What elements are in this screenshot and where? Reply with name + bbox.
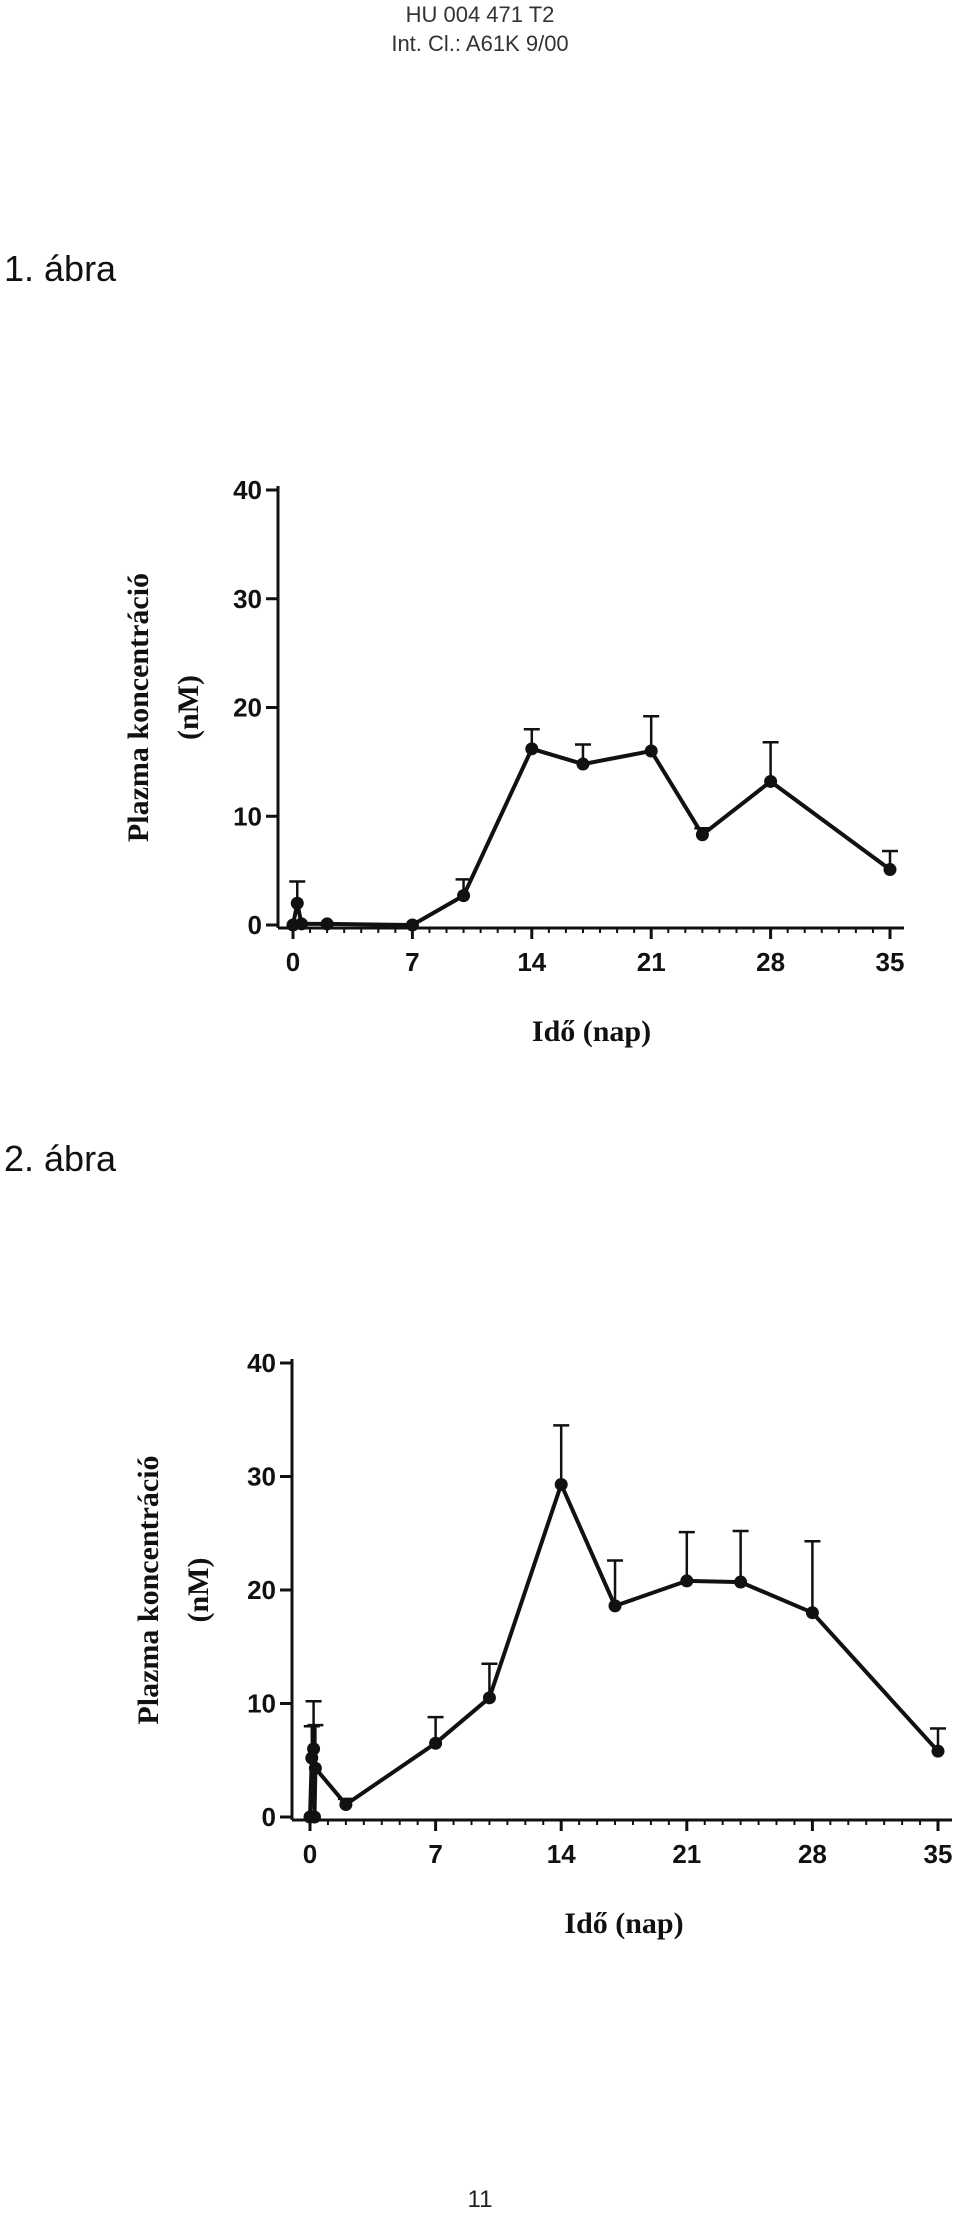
chart-2-data-point (734, 1575, 748, 1589)
chart-2-data-point (680, 1574, 694, 1588)
figure-2-chart: 0 10 20 30 40 0 7 14 21 28 35 Idő (nap) Plazma konce… (132, 1348, 953, 1940)
chart-2-x-tick-label: 28 (798, 1839, 827, 1869)
chart-1-x-tick-label: 14 (517, 947, 546, 977)
chart-2-x-tick-label: 35 (924, 1839, 953, 1869)
chart-1-x-tick-label: 0 (286, 947, 300, 977)
chart-2-y-axis-unit: (nM) (182, 1558, 215, 1623)
chart-1-data-point (644, 744, 658, 758)
patent-number: HU 004 471 T2 (405, 2, 555, 27)
chart-2-y-tick-label: 10 (247, 1689, 276, 1719)
chart-2-data-point (931, 1744, 945, 1758)
chart-1-y-tick-label: 30 (233, 584, 262, 614)
chart-2-data-point (307, 1742, 321, 1756)
figure-1-chart: 0 10 20 30 40 0 7 14 21 28 35 Idő (nap) Plazma konce… (122, 475, 905, 1048)
chart-2-data-point (805, 1606, 819, 1620)
chart-1-y-tick-label: 20 (233, 693, 262, 723)
chart-1-data-point (695, 828, 709, 842)
chart-1-series-line (291, 746, 892, 927)
chart-2-x-tick-label: 14 (547, 1839, 576, 1869)
chart-1-data-point (320, 917, 334, 931)
chart-1-x-axis-label: Idő (nap) (532, 1015, 651, 1048)
chart-1-y-axis-unit: (nM) (172, 675, 205, 740)
chart-1-x-tick-label: 7 (405, 947, 419, 977)
int-classification: Int. Cl.: A61K 9/00 (391, 31, 569, 56)
chart-1-data-point (883, 863, 897, 877)
chart-1-y-axis-label: Plazma koncentráció (122, 573, 155, 842)
chart-2-data-point (429, 1736, 443, 1750)
chart-2-data-point (307, 1810, 321, 1824)
page-number: 11 (467, 2186, 493, 2213)
chart-2-y-tick-label: 0 (262, 1802, 276, 1832)
chart-2-data-point (554, 1477, 568, 1491)
chart-2-y-tick-label: 30 (247, 1462, 276, 1492)
chart-2-x-tick-label: 0 (303, 1839, 317, 1869)
figure-2-label: 2. ábra (4, 1138, 117, 1179)
chart-2-series-line (308, 1482, 940, 1819)
chart-2-y-tick-label: 20 (247, 1575, 276, 1605)
chart-1-data-point (295, 917, 309, 931)
chart-1-y-tick-label: 10 (233, 801, 262, 831)
chart-2-data-point (482, 1691, 496, 1705)
chart-1-data-point (764, 774, 778, 788)
chart-2-data-point (339, 1798, 353, 1812)
chart-2-y-axis-label: Plazma koncentráció (132, 1455, 165, 1724)
chart-1-x-tick-label: 28 (756, 947, 785, 977)
chart-1-y-tick-label: 0 (248, 910, 262, 940)
chart-2-data-point (308, 1761, 322, 1775)
chart-1-data-point (576, 757, 590, 771)
chart-1-data-point (525, 742, 539, 756)
chart-2-x-tick-label: 7 (428, 1839, 442, 1869)
chart-1-x-tick-label: 35 (876, 947, 905, 977)
chart-2-y-tick-label: 40 (247, 1348, 276, 1378)
chart-2-x-axis-label: Idő (nap) (564, 1907, 683, 1940)
chart-1-data-point (290, 896, 304, 910)
page-header: HU 004 471 T2 Int. Cl.: A61K 9/00 (0, 0, 960, 58)
chart-2-data-point (608, 1599, 622, 1613)
chart-1-data-point (457, 889, 471, 903)
chart-1-x-tick-label: 21 (637, 947, 666, 977)
chart-1-y-tick-label: 40 (233, 475, 262, 505)
chart-1-data-point (405, 918, 419, 932)
figure-1-label: 1. ábra (4, 248, 117, 289)
chart-2-x-tick-label: 21 (672, 1839, 701, 1869)
